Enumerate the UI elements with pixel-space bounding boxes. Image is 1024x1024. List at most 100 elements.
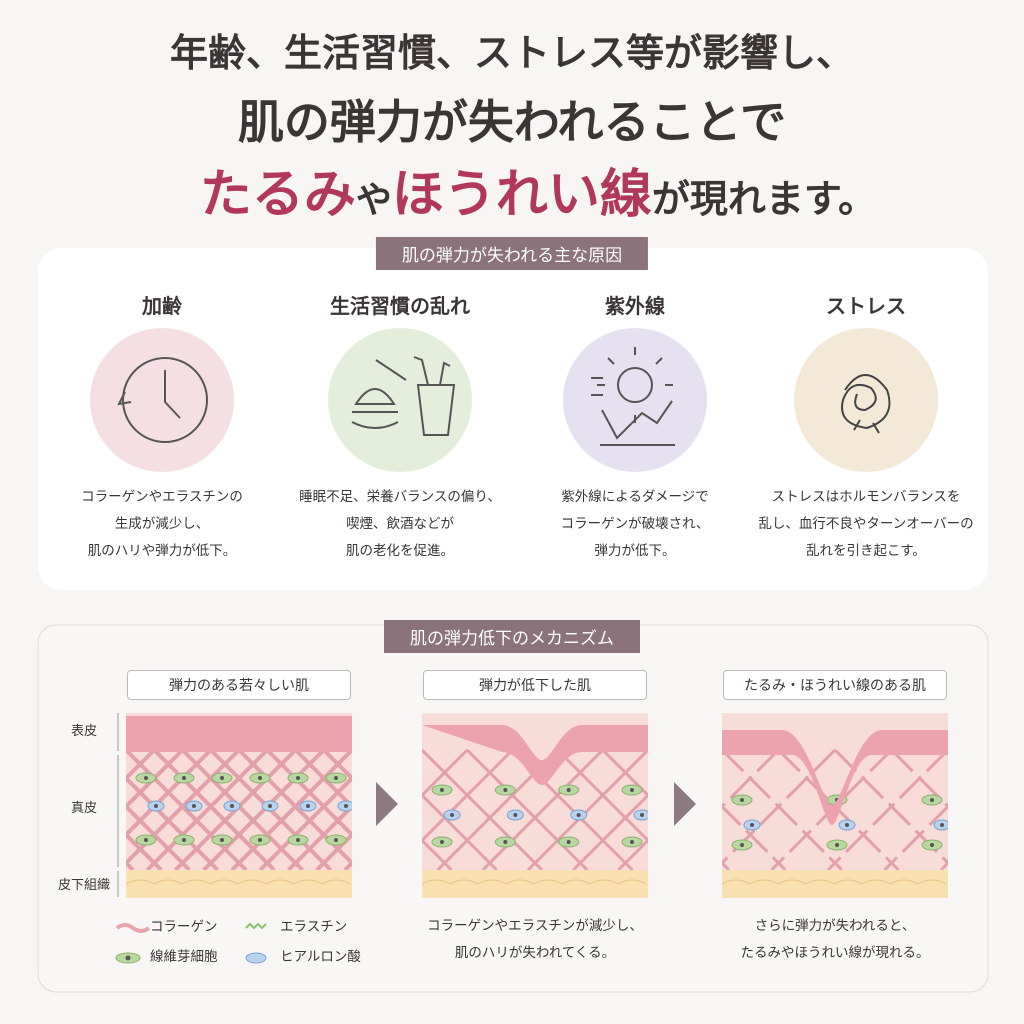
skin-diagram bbox=[422, 713, 648, 898]
cell-core bbox=[630, 840, 634, 844]
cell-core bbox=[576, 813, 581, 817]
collagen bbox=[126, 748, 184, 810]
cell-core bbox=[930, 843, 934, 847]
epidermis bbox=[422, 725, 648, 785]
cell-core bbox=[440, 788, 444, 792]
collagen bbox=[466, 748, 589, 872]
cell-core bbox=[154, 804, 158, 808]
cause-text: 紫外線によるダメージで bbox=[561, 489, 709, 505]
panel-label: たるみ・ほうれい線のある肌 bbox=[723, 670, 947, 700]
panel-label: 弾力が低下した肌 bbox=[423, 670, 647, 700]
collagen bbox=[722, 804, 787, 872]
collagen bbox=[422, 838, 453, 872]
collagen bbox=[998, 750, 1024, 870]
collagen bbox=[1005, 750, 1024, 870]
cell-core bbox=[566, 840, 571, 844]
collagen bbox=[230, 748, 352, 872]
layer-label: 皮下組織 bbox=[57, 878, 111, 893]
legend-label: コラーゲン bbox=[150, 919, 218, 935]
cell-core bbox=[640, 813, 644, 817]
cause-text: 睡眠不足、栄養バランスの偏り、 bbox=[299, 489, 501, 505]
cell-core bbox=[930, 798, 934, 802]
collagen bbox=[265, 748, 352, 838]
legend-label: ヒアルロン酸 bbox=[280, 949, 361, 965]
cause-text: 弾力が低下。 bbox=[594, 543, 676, 559]
cause-text: 喫煙、飲酒などが bbox=[346, 516, 454, 532]
collagen bbox=[722, 748, 837, 866]
panel-caption: さらに弾力が失われると、 bbox=[754, 918, 916, 934]
cell-core bbox=[182, 838, 186, 842]
cell-core bbox=[750, 823, 754, 827]
accent-text: たるみ bbox=[199, 165, 356, 225]
collagen bbox=[145, 748, 269, 872]
collagen bbox=[422, 748, 544, 872]
icon-bg bbox=[563, 328, 707, 472]
cell-core bbox=[630, 788, 634, 792]
collagen bbox=[126, 748, 156, 782]
cell-core bbox=[144, 838, 148, 842]
cell-core bbox=[220, 838, 224, 842]
collagen bbox=[617, 838, 648, 872]
panel-caption: コラーゲンやエラスチンが減少し、 bbox=[427, 918, 643, 934]
cell-core bbox=[334, 838, 338, 842]
collagen bbox=[315, 831, 352, 872]
panel-caption: 肌のハリが失われてくる。 bbox=[454, 945, 616, 961]
cause-title: 加齢 bbox=[142, 294, 182, 318]
causes-panel bbox=[38, 248, 988, 590]
icon-bg bbox=[794, 328, 938, 472]
collagen bbox=[890, 748, 948, 809]
cause-title: 生活習慣の乱れ bbox=[330, 294, 470, 318]
cell-core bbox=[835, 843, 839, 847]
collagen bbox=[422, 793, 498, 872]
icons bbox=[117, 347, 891, 446]
collagen bbox=[422, 748, 469, 798]
cell-core bbox=[566, 788, 571, 792]
layer-label: 表皮 bbox=[70, 724, 98, 739]
cell-core bbox=[450, 813, 454, 817]
epidermis bbox=[722, 730, 948, 825]
subcutis-lines bbox=[722, 879, 947, 885]
cause-text: 肌の老化を促進。 bbox=[346, 543, 454, 559]
headline: たるみやほうれい線が現れます。 bbox=[200, 152, 876, 227]
collagen bbox=[0, 750, 20, 870]
collagen bbox=[722, 748, 844, 872]
collagen bbox=[258, 775, 352, 872]
collagen bbox=[722, 748, 780, 809]
collagen bbox=[556, 748, 648, 843]
icon-bg bbox=[90, 328, 234, 472]
headline: 肌の弾力が失われることで bbox=[237, 95, 787, 149]
cause-text: 乱し、血行不良やターンオーバーの bbox=[758, 516, 974, 532]
cell-core bbox=[503, 788, 508, 792]
collagen bbox=[572, 793, 648, 872]
cell-core bbox=[306, 804, 310, 808]
cell-core bbox=[513, 813, 518, 817]
cause-text: 生成が減少し、 bbox=[114, 516, 210, 532]
legend-label: エラスチン bbox=[280, 919, 348, 935]
cell-core bbox=[296, 776, 300, 780]
panel-caption: たるみやほうれい線が現れる。 bbox=[740, 945, 930, 961]
panel-label: 弾力のある若々しい肌 bbox=[127, 670, 351, 700]
cell-core bbox=[740, 843, 744, 847]
collagen bbox=[202, 748, 326, 872]
legend-icons bbox=[115, 922, 267, 964]
cause-text: ストレスはホルモンバランスを bbox=[771, 489, 961, 505]
collagen bbox=[0, 750, 41, 870]
cell-core bbox=[334, 776, 338, 780]
cause-title: 紫外線 bbox=[605, 294, 665, 318]
collagen bbox=[126, 748, 241, 866]
text: や bbox=[355, 180, 392, 221]
cause-text: 乱れを引き起こす。 bbox=[806, 543, 926, 559]
collagen bbox=[481, 748, 604, 872]
cell-core bbox=[845, 823, 849, 827]
layer-label: 真皮 bbox=[70, 801, 98, 816]
cell-core bbox=[258, 838, 262, 842]
skin-diagram bbox=[0, 713, 352, 898]
cell-core bbox=[182, 776, 186, 780]
icon-bg bbox=[328, 328, 472, 472]
arrows bbox=[376, 782, 696, 826]
cell-core bbox=[740, 798, 744, 802]
cell-core bbox=[296, 838, 300, 842]
section-tab: 肌の弾力が失われる主な原因 bbox=[375, 237, 649, 270]
cause-text: コラーゲンが破壊され、 bbox=[560, 516, 710, 532]
